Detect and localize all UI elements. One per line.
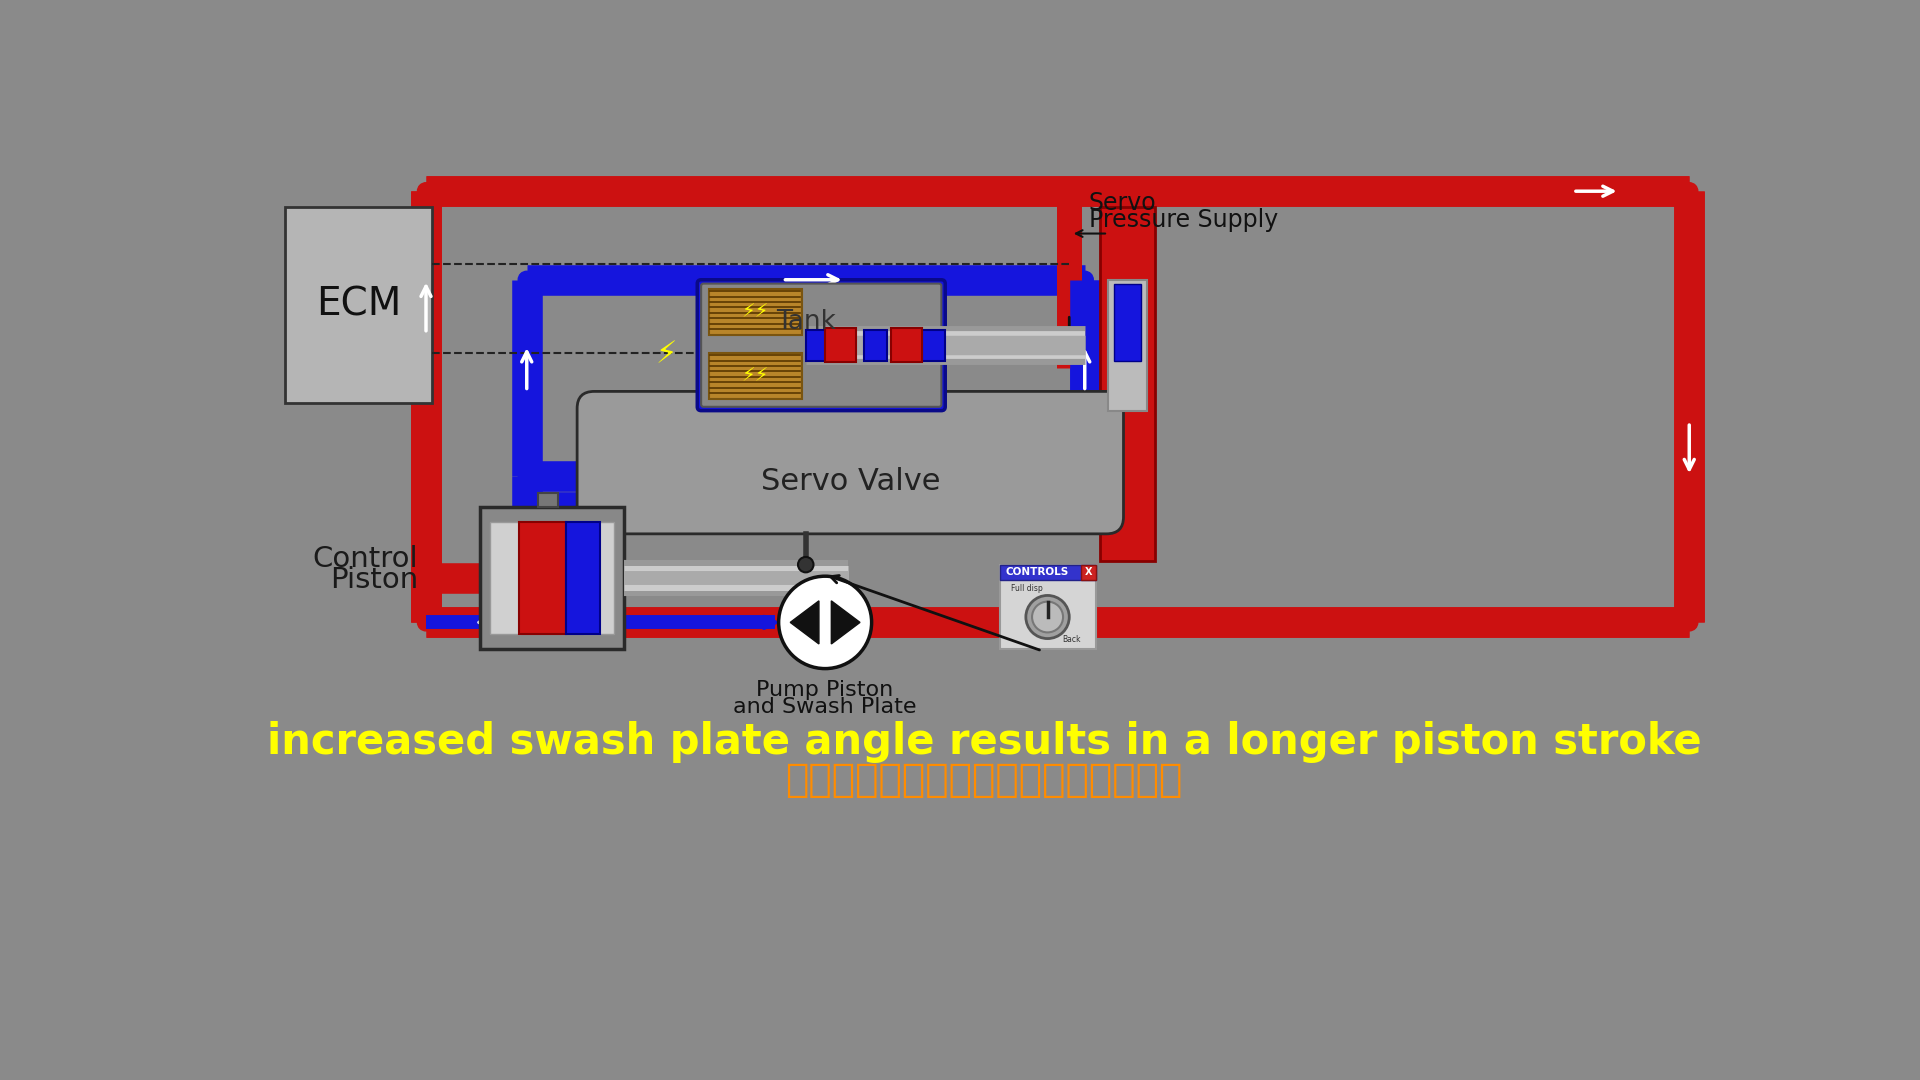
Text: Back: Back	[1062, 635, 1081, 644]
Text: ⚡⚡: ⚡⚡	[741, 366, 770, 386]
Circle shape	[1033, 602, 1064, 633]
Bar	[1100, 206, 1154, 561]
Text: Servo Valve: Servo Valve	[760, 468, 941, 497]
Bar	[1000, 565, 1096, 580]
Circle shape	[417, 613, 434, 631]
Circle shape	[799, 557, 814, 572]
Circle shape	[1077, 271, 1092, 288]
Text: Tank: Tank	[776, 309, 835, 335]
Bar	[864, 329, 887, 361]
Bar	[806, 329, 829, 361]
Text: Pump Piston: Pump Piston	[756, 680, 893, 700]
Bar	[480, 507, 624, 649]
Bar	[566, 523, 601, 634]
Text: Pressure Supply: Pressure Supply	[1089, 208, 1279, 232]
Text: Servo: Servo	[1089, 191, 1156, 215]
Text: X: X	[1085, 567, 1092, 578]
Bar	[1000, 565, 1096, 649]
Bar	[1081, 565, 1096, 580]
Text: Full disp: Full disp	[1012, 584, 1043, 593]
Bar	[584, 523, 614, 634]
Polygon shape	[791, 600, 820, 644]
FancyBboxPatch shape	[701, 284, 941, 407]
Bar	[1108, 280, 1146, 410]
Bar	[538, 494, 557, 507]
Circle shape	[417, 183, 434, 200]
Circle shape	[1680, 183, 1697, 200]
Text: 增大的斜盘倾角能获得更大的活塞行程: 增大的斜盘倾角能获得更大的活塞行程	[785, 761, 1183, 799]
Circle shape	[518, 271, 536, 288]
Circle shape	[780, 577, 872, 669]
Circle shape	[518, 468, 536, 485]
Bar	[284, 206, 432, 403]
Circle shape	[1077, 468, 1092, 485]
Bar	[518, 523, 566, 634]
Circle shape	[1025, 595, 1069, 638]
Text: increased swash plate angle results in a longer piston stroke: increased swash plate angle results in a…	[267, 720, 1701, 762]
FancyBboxPatch shape	[578, 391, 1123, 534]
Bar	[708, 353, 803, 400]
Text: ⚡: ⚡	[655, 340, 678, 369]
Circle shape	[1680, 613, 1697, 631]
Bar	[490, 523, 520, 634]
Text: and Swash Plate: and Swash Plate	[733, 697, 918, 717]
Bar	[826, 328, 856, 362]
Text: ⚡⚡: ⚡⚡	[741, 302, 770, 322]
Text: CONTROLS: CONTROLS	[1004, 567, 1068, 578]
Text: Control: Control	[313, 545, 419, 573]
Polygon shape	[831, 600, 860, 644]
Circle shape	[518, 499, 536, 515]
Bar	[922, 329, 945, 361]
FancyBboxPatch shape	[697, 280, 945, 410]
Text: ECM: ECM	[317, 286, 401, 324]
Text: Piston: Piston	[330, 566, 419, 594]
Bar	[708, 289, 803, 335]
Bar	[1114, 284, 1140, 361]
Bar	[891, 328, 922, 362]
